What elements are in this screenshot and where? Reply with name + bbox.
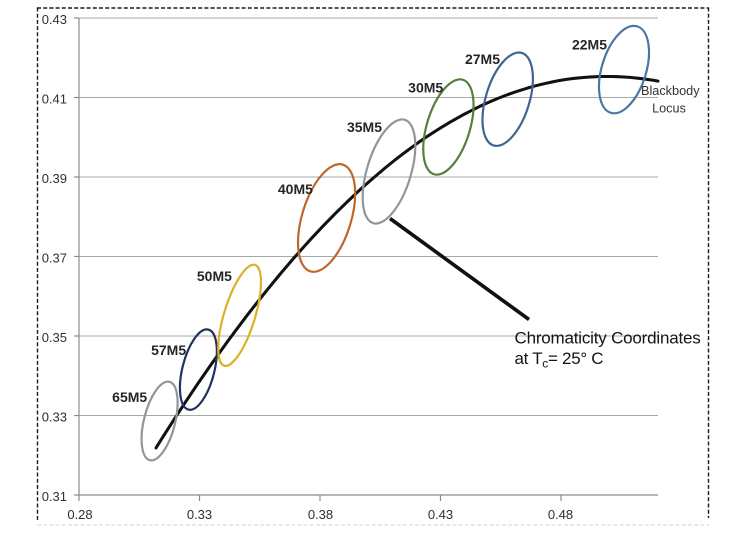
- svg-text:35M5: 35M5: [347, 119, 382, 135]
- svg-text:0.48: 0.48: [548, 507, 573, 522]
- svg-text:22M5: 22M5: [572, 37, 607, 53]
- svg-text:57M5: 57M5: [151, 342, 186, 358]
- svg-text:0.28: 0.28: [67, 507, 92, 522]
- svg-text:Chromaticity Coordinates: Chromaticity Coordinates: [515, 329, 701, 348]
- svg-text:27M5: 27M5: [465, 51, 500, 67]
- svg-text:0.43: 0.43: [42, 12, 67, 27]
- svg-text:40M5: 40M5: [278, 181, 313, 197]
- svg-text:0.35: 0.35: [42, 330, 67, 345]
- svg-text:0.37: 0.37: [42, 251, 67, 266]
- svg-text:30M5: 30M5: [408, 80, 443, 96]
- svg-text:at Tc= 25° C: at Tc= 25° C: [515, 349, 604, 371]
- svg-text:0.41: 0.41: [42, 92, 67, 107]
- svg-text:0.43: 0.43: [428, 507, 453, 522]
- svg-text:0.33: 0.33: [42, 410, 67, 425]
- svg-text:0.38: 0.38: [308, 507, 333, 522]
- svg-text:50M5: 50M5: [197, 268, 232, 284]
- svg-text:Locus: Locus: [652, 102, 686, 116]
- svg-text:Blackbody: Blackbody: [641, 84, 700, 98]
- svg-text:0.33: 0.33: [187, 507, 212, 522]
- svg-text:65M5: 65M5: [112, 389, 147, 405]
- svg-text:0.39: 0.39: [42, 171, 67, 186]
- svg-text:0.31: 0.31: [42, 489, 67, 504]
